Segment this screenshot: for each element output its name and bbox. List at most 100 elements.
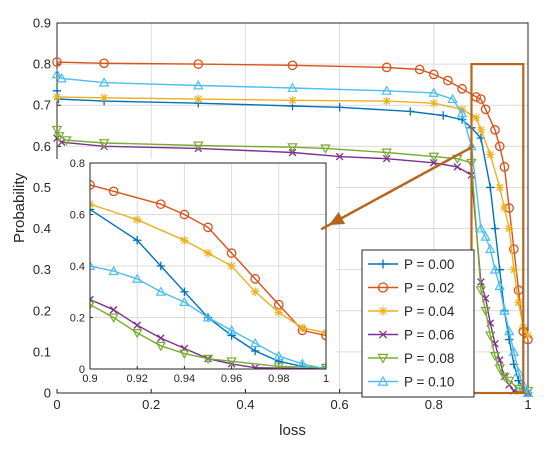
x-tick-label: 0.2 <box>142 397 160 412</box>
data-point <box>485 331 496 341</box>
data-point <box>251 363 260 369</box>
data-point <box>98 139 110 149</box>
data-point <box>287 60 298 71</box>
data-point <box>250 274 261 284</box>
data-point <box>494 141 505 152</box>
inset-background <box>56 159 336 389</box>
legend-item: P = 0.04 <box>368 304 455 319</box>
inset-y-tick-label: 0.2 <box>70 313 85 325</box>
data-point <box>428 69 439 80</box>
data-point <box>453 163 462 171</box>
legend-item: P = 0.06 <box>368 328 454 343</box>
data-point <box>447 93 458 104</box>
inset-axes: 0.9 0.92 0.94 0.96 0.98 1 0 0.2 0.4 0.6 0.8 <box>70 158 329 385</box>
data-point <box>513 384 524 395</box>
data-point <box>288 96 297 105</box>
inset-x-tick-label: 0.98 <box>268 373 289 385</box>
series-line <box>90 265 326 369</box>
series-line <box>56 129 529 392</box>
data-point <box>156 261 165 271</box>
data-point <box>522 387 534 397</box>
data-point <box>382 96 391 106</box>
inset-series-4 <box>90 300 326 369</box>
data-point <box>335 103 344 112</box>
data-point <box>508 346 520 356</box>
x-tick-label: 0.6 <box>331 397 349 412</box>
data-point <box>489 264 501 274</box>
data-point <box>249 337 261 348</box>
data-point <box>155 341 167 352</box>
data-point <box>504 224 514 233</box>
data-point <box>523 331 533 340</box>
inset-x-tick-label: 0.96 <box>221 373 242 385</box>
data-point <box>428 152 440 163</box>
data-point <box>428 87 440 97</box>
data-point <box>179 349 190 359</box>
legend-marker <box>378 259 388 269</box>
data-point <box>513 367 524 377</box>
inset-frame <box>89 162 327 370</box>
y-tick-label: 0.5 <box>33 180 51 195</box>
legend-marker <box>377 282 389 293</box>
inset-x-tick-label: 0.92 <box>126 373 147 385</box>
data-point <box>503 376 515 387</box>
legend: P = 0.00 P = 0.02 P = 0.04 P = 0.06 P = 0.08… <box>361 249 475 398</box>
data-point <box>500 203 509 213</box>
data-point <box>193 59 204 69</box>
data-point <box>99 58 109 69</box>
x-axis-label: loss <box>279 422 306 439</box>
y-tick-label: 0 <box>44 386 51 401</box>
data-point <box>471 113 481 122</box>
data-point <box>443 75 453 86</box>
legend-label: P = 0.04 <box>404 304 455 319</box>
data-point <box>486 183 495 192</box>
inset-y-tick-label: 0 <box>79 364 85 376</box>
data-point <box>486 150 495 159</box>
legend-item: P = 0.00 <box>368 257 454 272</box>
inset-series-5 <box>90 260 326 369</box>
data-point <box>133 215 142 224</box>
y-axis-label: Probability <box>11 172 28 243</box>
data-point <box>108 186 119 197</box>
legend-label: P = 0.02 <box>404 281 454 296</box>
data-point <box>429 98 438 108</box>
data-point <box>90 300 96 311</box>
data-point <box>156 334 165 342</box>
series-line <box>90 184 326 337</box>
legend-item: P = 0.08 <box>368 351 454 366</box>
y-tick-label: 0.3 <box>33 262 51 277</box>
data-point <box>226 324 237 335</box>
data-point <box>287 82 298 92</box>
data-point <box>273 350 285 361</box>
data-point <box>287 143 298 153</box>
x-tick-label: 0.8 <box>425 397 443 412</box>
series-5 <box>51 68 534 397</box>
data-point <box>480 306 491 317</box>
legend-label: P = 0.08 <box>404 351 454 366</box>
y-tick-label: 0.6 <box>33 139 51 154</box>
data-point <box>227 331 236 340</box>
data-point <box>133 236 142 245</box>
data-point <box>51 125 63 136</box>
data-point <box>514 298 523 307</box>
data-point <box>202 312 214 322</box>
y-tick-label: 0.2 <box>33 303 51 318</box>
data-point <box>381 62 392 73</box>
legend-box <box>361 249 475 398</box>
series-line <box>90 208 326 369</box>
data-point <box>381 85 392 95</box>
legend-marker <box>377 353 389 364</box>
inset-x-tick-label: 0.9 <box>82 373 97 385</box>
data-point <box>476 94 486 104</box>
y-tick-label: 0.9 <box>33 16 51 31</box>
legend-label: P = 0.10 <box>404 375 454 390</box>
data-point <box>476 125 486 135</box>
data-point <box>456 108 468 118</box>
data-point <box>475 223 487 233</box>
data-point <box>274 308 283 317</box>
y-tick-label: 0.1 <box>33 344 51 359</box>
data-point <box>414 64 425 75</box>
x-tick-label: 0 <box>53 397 60 412</box>
data-point <box>179 296 190 307</box>
legend-marker <box>377 375 389 386</box>
